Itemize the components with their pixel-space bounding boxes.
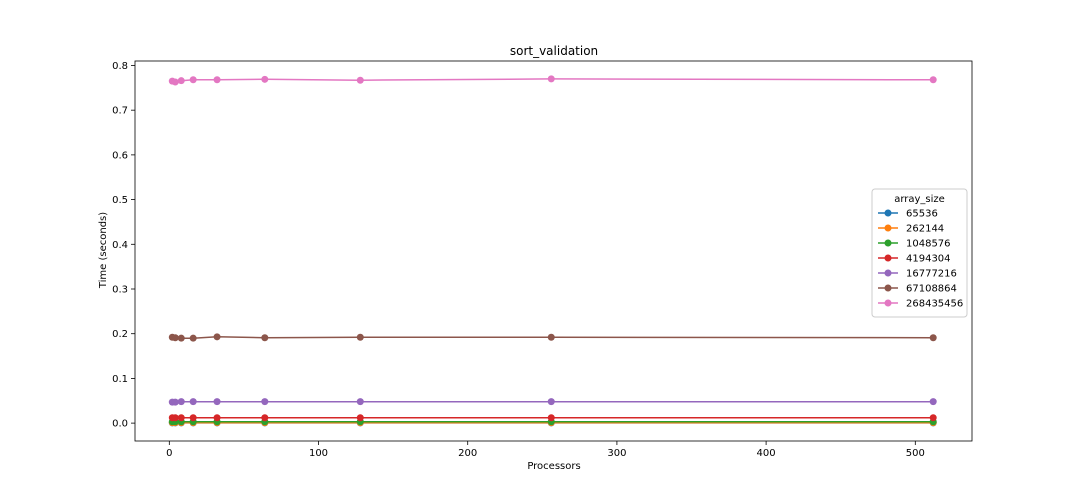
- data-point-67108864-128: [356, 333, 364, 341]
- legend-marker-262144: [884, 224, 892, 232]
- data-point-67108864-256: [547, 333, 555, 341]
- axes-frame: [134, 60, 973, 442]
- data-point-67108864-4: [171, 334, 179, 342]
- data-point-67108864-64: [261, 334, 269, 342]
- chart-title: sort_validation: [510, 44, 598, 58]
- data-point-67108864-8: [177, 334, 185, 342]
- legend-marker-67108864: [884, 284, 892, 292]
- legend: array_size 65536 262144 1048576 4194304 16777…: [871, 188, 968, 318]
- data-point-268435456-16: [189, 76, 197, 84]
- data-point-268435456-128: [356, 76, 364, 84]
- y-tick-label: 0.8: [112, 61, 128, 72]
- legend-marker-16777216: [884, 269, 892, 277]
- data-point-67108864-32: [213, 333, 221, 341]
- data-point-4194304-8: [177, 414, 185, 422]
- data-point-268435456-512: [929, 76, 937, 84]
- x-tick-label: 100: [309, 448, 328, 459]
- y-tick-label: 0.3: [112, 285, 128, 296]
- legend-label-4194304: 4194304: [906, 254, 951, 265]
- data-point-4194304-4: [171, 414, 179, 422]
- x-tick-label: 300: [607, 448, 626, 459]
- x-tick-label: 0: [166, 448, 172, 459]
- data-point-16777216-128: [356, 398, 364, 406]
- legend-marker-1048576: [884, 239, 892, 247]
- y-tick-label: 0.6: [112, 150, 128, 161]
- legend-marker-65536: [884, 209, 892, 217]
- data-point-268435456-32: [213, 76, 221, 84]
- data-point-268435456-256: [547, 75, 555, 83]
- y-tick-label: 0.0: [112, 419, 128, 430]
- legend-label-67108864: 67108864: [906, 284, 957, 295]
- data-point-268435456-4: [171, 78, 179, 86]
- data-point-4194304-256: [547, 414, 555, 422]
- data-point-4194304-512: [929, 414, 937, 422]
- data-point-4194304-128: [356, 414, 364, 422]
- data-point-16777216-64: [261, 398, 269, 406]
- y-tick-label: 0.4: [112, 240, 128, 251]
- y-tick-label: 0.5: [112, 195, 128, 206]
- data-point-16777216-256: [547, 398, 555, 406]
- data-point-16777216-32: [213, 398, 221, 406]
- x-axis: 0 100 200 300 400 500: [166, 441, 925, 459]
- data-point-268435456-8: [177, 77, 185, 85]
- data-point-16777216-8: [177, 398, 185, 406]
- data-point-4194304-16: [189, 414, 197, 422]
- legend-label-1048576: 1048576: [906, 239, 951, 250]
- data-point-16777216-512: [929, 398, 937, 406]
- data-point-4194304-32: [213, 414, 221, 422]
- y-axis-label: Time (seconds): [98, 212, 109, 289]
- y-tick-label: 0.7: [112, 106, 128, 117]
- data-point-16777216-16: [189, 398, 197, 406]
- legend-label-262144: 262144: [906, 224, 944, 235]
- y-tick-label: 0.2: [112, 329, 128, 340]
- plot-area: [168, 75, 937, 427]
- x-tick-label: 400: [757, 448, 776, 459]
- data-point-67108864-512: [929, 334, 937, 342]
- legend-title: array_size: [894, 194, 945, 205]
- x-axis-label: Processors: [527, 461, 580, 472]
- legend-label-16777216: 16777216: [906, 269, 957, 280]
- axes-border: [134, 60, 973, 442]
- legend-label-65536: 65536: [906, 209, 938, 220]
- data-point-268435456-64: [261, 75, 269, 83]
- y-axis: 0.0 0.1 0.2 0.3 0.4 0.5 0.6 0.7 0.8: [112, 61, 135, 430]
- x-tick-label: 200: [458, 448, 477, 459]
- legend-marker-268435456: [884, 299, 892, 307]
- legend-label-268435456: 268435456: [906, 299, 963, 310]
- y-tick-label: 0.1: [112, 374, 128, 385]
- legend-marker-4194304: [884, 254, 892, 262]
- x-tick-label: 500: [906, 448, 925, 459]
- data-point-67108864-16: [189, 334, 197, 342]
- data-point-4194304-64: [261, 414, 269, 422]
- legend-box: [871, 188, 968, 318]
- data-point-16777216-4: [171, 398, 179, 406]
